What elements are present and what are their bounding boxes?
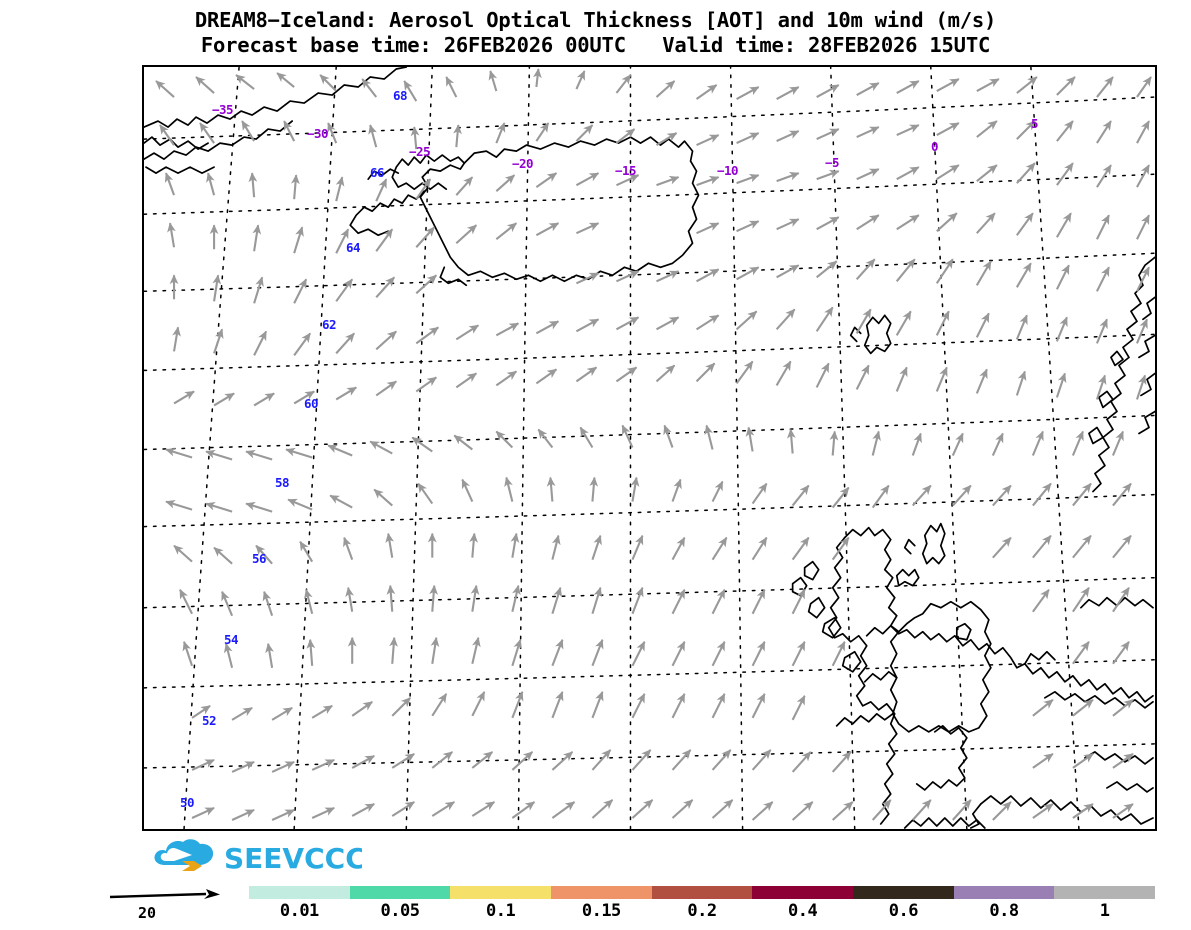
colorbar-segment xyxy=(550,886,652,899)
lat-label: 50 xyxy=(180,795,195,810)
aot-colorbar-ticks: 0.01 0.05 0.1 0.15 0.2 0.4 0.6 0.8 1 xyxy=(0,901,1191,927)
lat-label: 56 xyxy=(252,551,267,566)
colorbar-tick-label: 0.05 xyxy=(380,901,420,921)
colorbar-segment xyxy=(651,886,753,899)
lon-label: −35 xyxy=(212,102,234,117)
wind-scale-arrow xyxy=(109,889,220,899)
cloud-icon xyxy=(154,839,214,865)
seevccc-logo: SEEVCCC xyxy=(152,836,362,876)
lon-label: 0 xyxy=(931,139,939,154)
page-title: DREAM8−Iceland: Aerosol Optical Thicknes… xyxy=(0,8,1191,58)
lon-label: −10 xyxy=(717,163,739,178)
colorbar-tick-label: 0.4 xyxy=(788,901,818,921)
aot-colorbar xyxy=(249,886,1155,899)
lat-label: 52 xyxy=(202,713,217,728)
lat-label: 66 xyxy=(370,165,385,180)
colorbar-segment xyxy=(752,886,853,899)
lon-label: −20 xyxy=(512,156,534,171)
lon-label: 5 xyxy=(1031,116,1039,131)
lat-label: 64 xyxy=(346,240,361,255)
colorbar-segment xyxy=(249,886,350,899)
lat-label: 60 xyxy=(304,396,319,411)
lat-label: 62 xyxy=(322,317,337,332)
forecast-map[interactable]: 50 52 54 56 58 60 62 64 66 68 −35 −30 −2… xyxy=(142,65,1157,831)
chevron-icon xyxy=(182,861,202,871)
lon-label: −25 xyxy=(409,144,431,159)
colorbar-tick-label: 1 xyxy=(1099,901,1110,921)
wind-scale-reference: 20 xyxy=(108,888,226,926)
colorbar-tick-label: 0.2 xyxy=(687,901,717,921)
lon-label: −30 xyxy=(307,126,329,141)
colorbar-segment xyxy=(852,886,954,899)
colorbar-tick-label: 0.01 xyxy=(279,901,319,921)
wind-vectors xyxy=(155,68,1152,821)
map-canvas xyxy=(144,67,1155,829)
colorbar-tick-label: 0.8 xyxy=(989,901,1019,921)
title-line-variable: DREAM8−Iceland: Aerosol Optical Thicknes… xyxy=(194,8,997,32)
lat-label: 58 xyxy=(275,475,290,490)
lon-label: −5 xyxy=(825,155,840,170)
colorbar-tick-label: 0.6 xyxy=(888,901,919,921)
logo-text: SEEVCCC xyxy=(224,842,362,875)
title-line-times: Forecast base time: 26FEB2026 00UTC Vali… xyxy=(200,33,991,57)
colorbar-tick-label: 0.15 xyxy=(581,901,621,921)
wind-scale-label: 20 xyxy=(138,904,157,922)
logo-svg: SEEVCCC xyxy=(154,839,362,875)
lon-label: −15 xyxy=(615,163,637,178)
colorbar-segment xyxy=(1054,886,1155,899)
graticule-lines xyxy=(144,67,1155,829)
colorbar-segment xyxy=(450,886,551,899)
colorbar-segment xyxy=(349,886,451,899)
lat-label: 68 xyxy=(393,88,408,103)
colorbar-segment xyxy=(953,886,1055,899)
colorbar-tick-label: 0.1 xyxy=(486,901,516,921)
lat-label: 54 xyxy=(224,632,239,647)
